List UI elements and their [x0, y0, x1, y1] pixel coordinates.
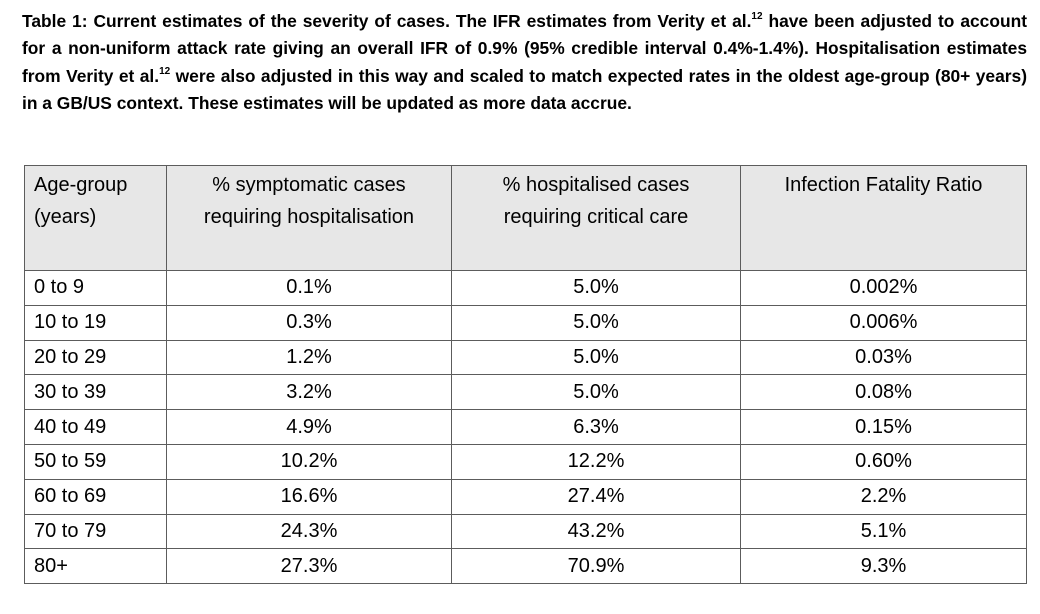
cell-ifr: 2.2%	[740, 478, 1027, 515]
cell-critical-care: 12.2%	[451, 443, 741, 480]
cell-ifr: 0.03%	[740, 339, 1027, 376]
cell-ifr: 0.006%	[740, 304, 1027, 341]
table-body: 0 to 9 0.1% 5.0% 0.002% 10 to 19 0.3% 5.0% 0.00…	[24, 270, 1027, 585]
table-row: 20 to 29 1.2% 5.0% 0.03%	[24, 339, 1027, 376]
table-row: 60 to 69 16.6% 27.4% 2.2%	[24, 478, 1027, 515]
cell-ifr: 0.15%	[740, 409, 1027, 445]
header-critical-care: % hospitalised cases requiring critical c…	[451, 165, 741, 271]
table-row: 80+ 27.3% 70.9% 9.3%	[24, 548, 1027, 585]
cell-critical-care: 43.2%	[451, 513, 741, 550]
table-caption: Table 1: Current estimates of the severi…	[22, 8, 1027, 117]
cell-ifr: 0.002%	[740, 270, 1027, 306]
header-ifr: Infection Fatality Ratio	[740, 165, 1027, 271]
cell-hospitalisation: 27.3%	[166, 548, 452, 585]
caption-text-3: were also adjusted in this way and scale…	[22, 65, 1027, 113]
cell-age-group: 70 to 79	[24, 513, 167, 550]
cell-hospitalisation: 24.3%	[166, 513, 452, 550]
table-row: 30 to 39 3.2% 5.0% 0.08%	[24, 374, 1027, 411]
cell-critical-care: 70.9%	[451, 548, 741, 585]
cell-age-group: 50 to 59	[24, 443, 167, 480]
cell-hospitalisation: 16.6%	[166, 478, 452, 515]
cell-critical-care: 6.3%	[451, 409, 741, 445]
cell-critical-care: 5.0%	[451, 374, 741, 411]
cell-hospitalisation: 0.1%	[166, 270, 452, 306]
cell-age-group: 80+	[24, 548, 167, 585]
header-hospitalisation: % symptomatic cases requiring hospitalisa…	[166, 165, 452, 271]
cell-ifr: 0.60%	[740, 443, 1027, 480]
table-row: 70 to 79 24.3% 43.2% 5.1%	[24, 513, 1027, 550]
cell-ifr: 5.1%	[740, 513, 1027, 550]
caption-text-2: have been adjusted to account for a non-…	[22, 11, 1027, 86]
cell-critical-care: 5.0%	[451, 270, 741, 306]
header-row: Age-group (years) % symptomatic cases requ…	[24, 165, 1027, 271]
table-row: 10 to 19 0.3% 5.0% 0.006%	[24, 304, 1027, 341]
cell-hospitalisation: 1.2%	[166, 339, 452, 376]
cell-hospitalisation: 10.2%	[166, 443, 452, 480]
cell-age-group: 0 to 9	[24, 270, 167, 306]
cell-hospitalisation: 0.3%	[166, 304, 452, 341]
cell-age-group: 10 to 19	[24, 304, 167, 341]
caption-text-1: Table 1: Current estimates of the severi…	[22, 11, 752, 31]
cell-age-group: 60 to 69	[24, 478, 167, 515]
severity-table: Age-group (years) % symptomatic cases requ…	[24, 165, 1027, 585]
header-age-group: Age-group (years)	[24, 165, 167, 271]
reference-superscript-1: 12	[751, 11, 763, 22]
cell-ifr: 9.3%	[740, 548, 1027, 585]
cell-age-group: 40 to 49	[24, 409, 167, 445]
table-row: 50 to 59 10.2% 12.2% 0.60%	[24, 443, 1027, 480]
cell-critical-care: 5.0%	[451, 304, 741, 341]
cell-age-group: 20 to 29	[24, 339, 167, 376]
cell-age-group: 30 to 39	[24, 374, 167, 411]
table-row: 40 to 49 4.9% 6.3% 0.15%	[24, 409, 1027, 445]
reference-superscript-2: 12	[159, 65, 171, 77]
table-row: 0 to 9 0.1% 5.0% 0.002%	[24, 270, 1027, 306]
cell-critical-care: 5.0%	[451, 339, 741, 376]
cell-critical-care: 27.4%	[451, 478, 741, 515]
cell-hospitalisation: 4.9%	[166, 409, 452, 445]
cell-hospitalisation: 3.2%	[166, 374, 452, 411]
cell-ifr: 0.08%	[740, 374, 1027, 411]
